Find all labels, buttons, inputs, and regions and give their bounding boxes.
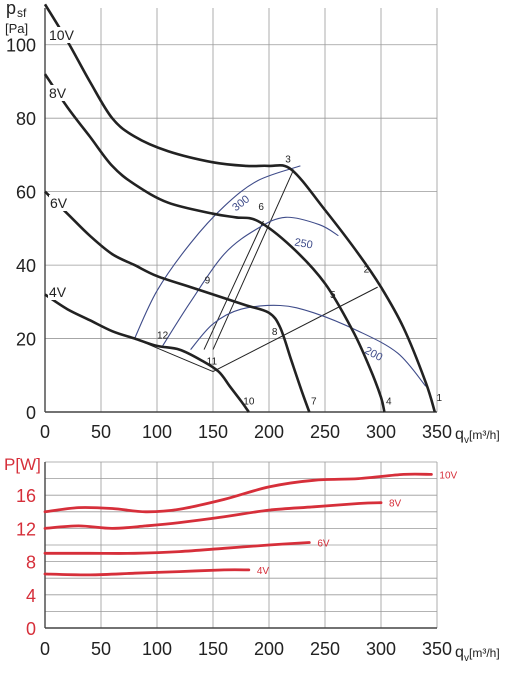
- point-label: 9: [205, 275, 211, 286]
- x-tick-label: 50: [91, 639, 111, 659]
- x-axis-unit: [m³/h]: [469, 428, 500, 442]
- reference-line: [212, 169, 295, 350]
- point-label: 4: [386, 397, 392, 408]
- iso-curve-300: [134, 165, 301, 339]
- x-tick-label: 350: [422, 422, 452, 442]
- x-tick-label: 250: [310, 639, 340, 659]
- series-line-8V: [43, 73, 386, 413]
- power-line-8V: [43, 501, 383, 530]
- point-label: 5: [330, 290, 336, 301]
- series-line-6V: [44, 190, 311, 413]
- y-tick-label: 60: [16, 183, 36, 203]
- x-tick-label: 0: [40, 422, 50, 442]
- power-grid: [44, 461, 438, 629]
- power-chart: 0 4 8 12 16 0 50 100 150 200 250 300 350 P[W] q v [m³/h]…: [4, 455, 500, 664]
- power-series-label: 6V: [317, 539, 330, 550]
- point-label: 1: [436, 393, 442, 404]
- series-label-bg: [48, 284, 70, 300]
- x-tick-label: 50: [91, 422, 111, 442]
- y-tick-label: 4: [26, 586, 36, 606]
- y-axis-unit: [Pa]: [5, 21, 28, 36]
- pressure-chart: 0 20 40 60 80 100 0 50 100 150 200 250 300 350 p sf[Pa]…: [5, 0, 500, 446]
- power-line-10V: [43, 472, 433, 514]
- point-label: 12: [157, 331, 169, 342]
- series-label: 10V: [49, 27, 75, 43]
- y-axis-title-sub: sf: [17, 6, 27, 20]
- y-tick-label: 80: [16, 109, 36, 129]
- x-tick-label: 100: [142, 422, 172, 442]
- iso-curve-200: [190, 304, 427, 387]
- point-label: 11: [207, 356, 218, 367]
- x-tick-label: 300: [366, 422, 396, 442]
- x-tick-label: 0: [40, 639, 50, 659]
- y-tick-label: 20: [16, 330, 36, 350]
- y-axis-title: P[W]: [4, 455, 41, 474]
- y-tick-label: 40: [16, 256, 36, 276]
- x-tick-label: 150: [198, 422, 228, 442]
- x-axis-title: q: [455, 426, 464, 443]
- series-label-bg: [48, 85, 70, 101]
- power-series-label: 8V: [389, 499, 402, 510]
- series-line-10V: [43, 3, 437, 413]
- y-tick-label: 100: [6, 36, 36, 56]
- y-tick-label: 12: [16, 519, 36, 539]
- power-line-4V: [43, 568, 251, 577]
- point-label: 3: [285, 154, 291, 165]
- series-label: 8V: [49, 85, 67, 101]
- power-line-6V: [43, 541, 311, 555]
- series-label: 4V: [49, 284, 67, 300]
- series-label-bg: [48, 27, 79, 43]
- reference-line: [203, 220, 264, 350]
- y-tick-label: 0: [26, 619, 36, 639]
- point-label: 2: [364, 264, 370, 275]
- point-label: 6: [258, 202, 264, 213]
- iso-curve-250: [162, 216, 339, 347]
- y-tick-label: 16: [16, 486, 36, 506]
- x-axis-title-sub: v: [464, 435, 469, 446]
- x-tick-label: 350: [422, 639, 452, 659]
- power-series-label: 4V: [257, 566, 270, 577]
- x-tick-label: 150: [198, 639, 228, 659]
- x-tick-label: 200: [254, 422, 284, 442]
- series-line-4V: [44, 293, 250, 413]
- x-tick-label: 300: [366, 639, 396, 659]
- series-label: 6V: [50, 195, 68, 211]
- iso-curve-label: 250: [293, 237, 313, 252]
- power-series-label: 10V: [439, 470, 457, 481]
- series-label-bg: [49, 195, 71, 211]
- x-tick-label: 100: [142, 639, 172, 659]
- x-axis-title-sub: v: [464, 653, 469, 664]
- iso-curve-label: 300: [230, 193, 252, 214]
- point-label: 10: [243, 397, 255, 408]
- y-axis-title: p: [6, 0, 16, 18]
- y-tick-label: 8: [26, 553, 36, 573]
- point-label: 7: [311, 397, 317, 408]
- x-tick-label: 250: [310, 422, 340, 442]
- y-tick-label: 0: [26, 403, 36, 423]
- point-label: 8: [272, 327, 278, 338]
- x-axis-unit: [m³/h]: [469, 646, 500, 660]
- reference-line: [212, 286, 378, 373]
- x-tick-label: 200: [254, 639, 284, 659]
- x-axis-title: q: [455, 644, 464, 661]
